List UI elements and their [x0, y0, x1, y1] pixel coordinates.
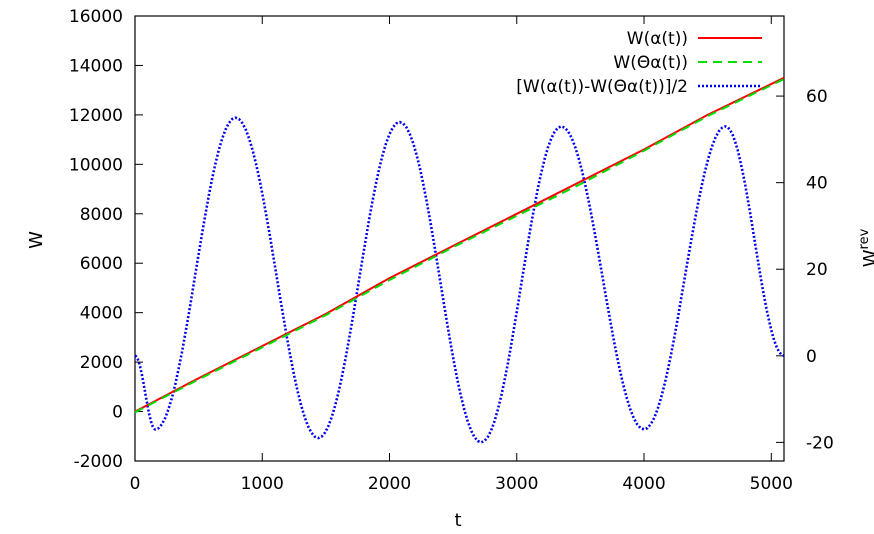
y2-axis-label-superscript: rev: [857, 228, 872, 249]
plot-border: [134, 15, 785, 462]
legend-label-1: W(α(t)): [627, 29, 688, 49]
series-layer: [134, 76, 785, 444]
x-axis-ticks: 0 1000 2000 3000 4000 5000: [130, 16, 793, 494]
y-tick-label: 6000: [80, 254, 123, 274]
y-axis-label: W: [26, 231, 47, 249]
x-tick-label: 1000: [241, 474, 284, 494]
y-tick-label: 16000: [69, 7, 123, 27]
x-tick-label: 0: [130, 474, 141, 494]
y-tick-label: -2000: [74, 452, 123, 472]
y-axis-ticks: -2000 0 2000 4000 6000 8000 10000 12000 14000 160…: [69, 7, 143, 472]
legend: W(α(t)) W(Θα(t)) [W(α(t))-W(Θα(t))]/2: [516, 29, 762, 97]
legend-label-3: [W(α(t))-W(Θα(t))]/2: [516, 77, 688, 97]
x-tick-label: 3000: [495, 474, 538, 494]
y2-axis-label-base: W: [860, 249, 874, 267]
y2-tick-label: 40: [806, 174, 828, 194]
plot-frame: [134, 15, 785, 462]
y-tick-label: 12000: [69, 106, 123, 126]
series-line-1: [134, 76, 785, 413]
y-tick-label: 8000: [80, 205, 123, 225]
series-line-3: [134, 116, 785, 444]
y-tick-label: 4000: [80, 304, 123, 324]
y-tick-label: 14000: [69, 56, 123, 76]
y-tick-label: 2000: [80, 353, 123, 373]
y-tick-label: 0: [112, 403, 123, 423]
y2-axis-ticks: -20 0 20 40 60: [776, 87, 834, 453]
series-line-2: [134, 78, 785, 414]
y-tick-label: 10000: [69, 155, 123, 175]
x-tick-label: 2000: [368, 474, 411, 494]
x-tick-label: 5000: [750, 474, 793, 494]
y2-tick-label: 20: [806, 260, 828, 280]
y2-tick-label: 0: [806, 347, 817, 367]
y2-tick-label: -20: [806, 433, 834, 453]
y2-tick-label: 60: [806, 87, 828, 107]
legend-label-2: W(Θα(t)): [613, 53, 688, 73]
x-axis-label: t: [454, 510, 461, 531]
x-tick-label: 4000: [622, 474, 665, 494]
